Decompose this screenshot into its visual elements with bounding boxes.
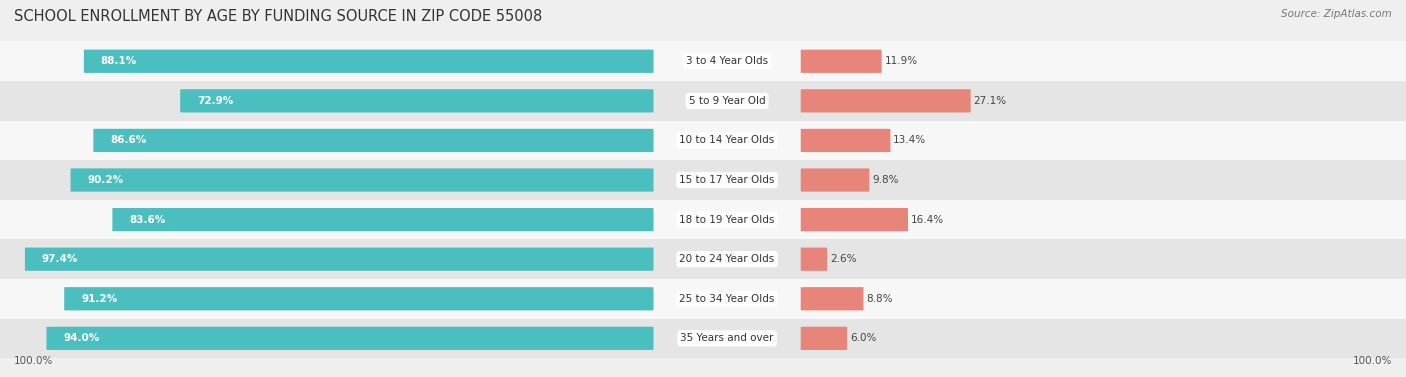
Text: 13.4%: 13.4% — [893, 135, 927, 146]
FancyBboxPatch shape — [801, 327, 846, 350]
Text: 27.1%: 27.1% — [973, 96, 1007, 106]
FancyBboxPatch shape — [180, 89, 654, 112]
Text: 6.0%: 6.0% — [849, 333, 876, 343]
Text: 5 to 9 Year Old: 5 to 9 Year Old — [689, 96, 765, 106]
Text: 100.0%: 100.0% — [1353, 356, 1392, 366]
Text: 9.8%: 9.8% — [872, 175, 898, 185]
Bar — [0, 239, 1406, 279]
Bar — [0, 160, 1406, 200]
Text: 91.2%: 91.2% — [82, 294, 117, 304]
FancyBboxPatch shape — [801, 50, 882, 73]
Bar — [0, 121, 1406, 160]
FancyBboxPatch shape — [112, 208, 654, 231]
Text: 72.9%: 72.9% — [197, 96, 233, 106]
FancyBboxPatch shape — [65, 287, 654, 310]
Bar — [0, 319, 1406, 358]
Text: 3 to 4 Year Olds: 3 to 4 Year Olds — [686, 56, 768, 66]
Text: 15 to 17 Year Olds: 15 to 17 Year Olds — [679, 175, 775, 185]
FancyBboxPatch shape — [93, 129, 654, 152]
Text: 8.8%: 8.8% — [866, 294, 893, 304]
Text: 94.0%: 94.0% — [63, 333, 100, 343]
Text: 25 to 34 Year Olds: 25 to 34 Year Olds — [679, 294, 775, 304]
Text: 88.1%: 88.1% — [101, 56, 136, 66]
Text: 90.2%: 90.2% — [87, 175, 124, 185]
Text: 97.4%: 97.4% — [42, 254, 79, 264]
FancyBboxPatch shape — [70, 169, 654, 192]
FancyBboxPatch shape — [801, 169, 869, 192]
Text: 86.6%: 86.6% — [110, 135, 146, 146]
Bar — [0, 81, 1406, 121]
Bar — [0, 279, 1406, 319]
Text: 35 Years and over: 35 Years and over — [681, 333, 773, 343]
FancyBboxPatch shape — [46, 327, 654, 350]
FancyBboxPatch shape — [801, 89, 970, 112]
Text: 100.0%: 100.0% — [14, 356, 53, 366]
Text: 10 to 14 Year Olds: 10 to 14 Year Olds — [679, 135, 775, 146]
Text: 20 to 24 Year Olds: 20 to 24 Year Olds — [679, 254, 775, 264]
FancyBboxPatch shape — [84, 50, 654, 73]
FancyBboxPatch shape — [801, 129, 890, 152]
FancyBboxPatch shape — [801, 208, 908, 231]
Text: 11.9%: 11.9% — [884, 56, 918, 66]
Text: Source: ZipAtlas.com: Source: ZipAtlas.com — [1281, 9, 1392, 20]
FancyBboxPatch shape — [801, 248, 827, 271]
FancyBboxPatch shape — [801, 287, 863, 310]
FancyBboxPatch shape — [25, 248, 654, 271]
Text: 83.6%: 83.6% — [129, 215, 166, 225]
Bar — [0, 200, 1406, 239]
Text: SCHOOL ENROLLMENT BY AGE BY FUNDING SOURCE IN ZIP CODE 55008: SCHOOL ENROLLMENT BY AGE BY FUNDING SOUR… — [14, 9, 543, 25]
Text: 2.6%: 2.6% — [830, 254, 856, 264]
Text: 16.4%: 16.4% — [911, 215, 943, 225]
Text: 18 to 19 Year Olds: 18 to 19 Year Olds — [679, 215, 775, 225]
Bar — [0, 41, 1406, 81]
